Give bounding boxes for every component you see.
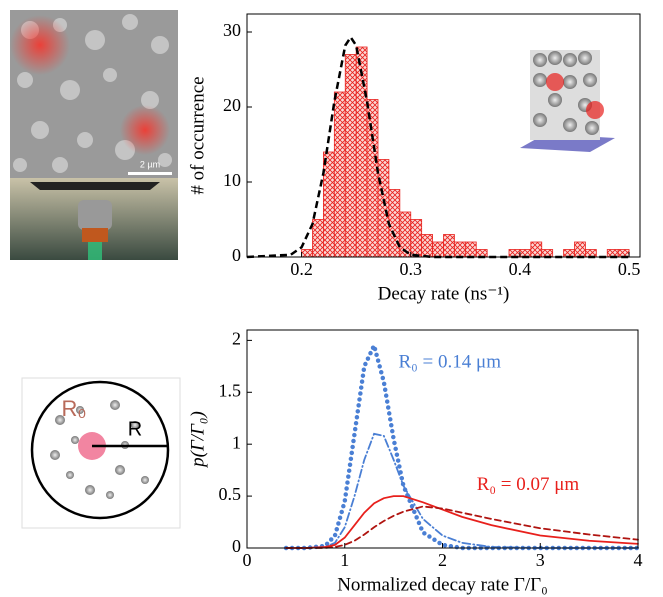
annotation: R₀ = 0.14 μm [399,352,502,373]
bar [388,189,401,258]
bar [432,241,444,258]
annotation: R₀ = 0.07 μm [477,474,580,495]
r-label: R [128,418,142,440]
x-tick-label: 3 [536,550,545,570]
y-tick-label: 0.5 [219,484,242,504]
bar [377,159,390,258]
bar [366,99,379,258]
scale-bar-label: 2 µm [140,159,160,169]
x-tick-label: 0.4 [509,259,532,279]
bar [530,241,543,258]
line [285,432,639,549]
bar [574,241,586,258]
x-tick-label: 2 [438,550,447,570]
y-tick-label: 1.5 [219,380,242,400]
r0-label: R₀ [61,396,86,421]
x-axis-label: Decay rate (ns⁻¹) [378,283,510,304]
y-axis-label: # of occurrence [187,76,208,194]
bar [312,219,324,258]
sphere-diagram: R₀ R [21,377,181,529]
bar [344,54,357,258]
bar [333,91,346,258]
y-tick-label: 0 [232,245,241,265]
bar [464,241,477,258]
fit-line [246,34,630,259]
y-tick-label: 0 [232,536,241,556]
x-tick-label: 0.5 [618,259,641,279]
bar [301,249,313,258]
x-tick-label: 4 [634,550,643,570]
bar [421,234,433,258]
x-axis-label: Normalized decay rate Γ/Γ₀ [337,574,548,595]
x-tick-label: 0 [243,550,252,570]
line [285,495,639,549]
y-tick-label: 20 [223,95,241,115]
bar [355,46,368,258]
bar [323,151,335,258]
y-tick-label: 2 [232,329,241,349]
y-tick-label: 30 [223,20,241,40]
x-tick-label: 1 [340,550,349,570]
line [285,505,639,549]
sem-image: 2 µm [10,10,178,260]
bar [410,219,423,258]
y-tick-label: 10 [223,170,241,190]
bar [454,241,466,258]
y-axis-label: p(Γ/Γ₀) [187,411,208,469]
y-tick-label: 1 [232,432,241,452]
x-tick-label: 0.2 [290,259,313,279]
bar [443,234,455,258]
axes-frame [246,13,641,258]
x-tick-label: 0.3 [400,259,423,279]
cube-inset [500,40,620,160]
